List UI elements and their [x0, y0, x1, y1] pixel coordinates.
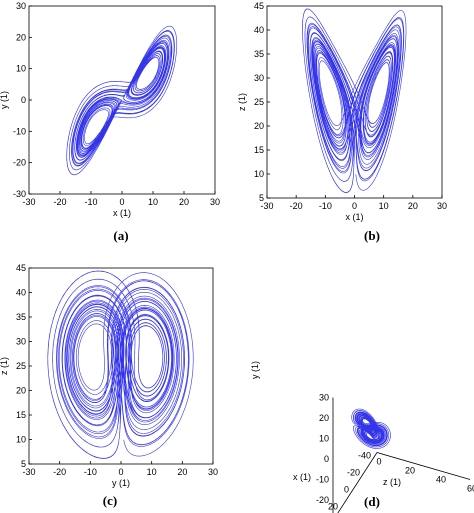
y-tick-label-b: 10	[254, 169, 264, 179]
y-tick-label-b: 30	[254, 73, 264, 83]
plot-frame-a	[29, 6, 215, 194]
x-tick-label-d: -40	[358, 451, 371, 461]
trajectory-series-b	[302, 9, 406, 193]
y-tick-label-d: -10	[316, 475, 329, 485]
y-tick-label-b: 25	[254, 97, 264, 107]
x-tick-label-c: 30	[208, 467, 218, 477]
y-tick-label-d: 10	[319, 434, 329, 444]
x-axis-label-d: x (1)	[293, 472, 311, 482]
y-tick-label-b: 20	[254, 121, 264, 131]
y-tick-label-c: 25	[16, 361, 26, 371]
y-tick-label-a: -30	[13, 189, 26, 199]
z-tick-label-d: 20	[405, 466, 415, 476]
y-tick-label-c: 20	[16, 386, 26, 396]
caption-a: (a)	[113, 228, 128, 243]
caption-b: (b)	[364, 228, 380, 243]
y-tick-label-b: 45	[254, 1, 264, 11]
y-tick-label-a: 30	[16, 1, 26, 11]
x-tick-label-a: 20	[179, 197, 189, 207]
x-ticks-b: -30 -20 -10 0 10 20 30	[260, 195, 447, 211]
y-tick-label-d: 0	[324, 454, 329, 464]
x-tick-label-c: -20	[53, 467, 66, 477]
y-tick-label-a: 0	[21, 95, 26, 105]
x-tick-label-a: -20	[53, 197, 66, 207]
y-tick-label-d: 20	[319, 413, 329, 423]
x-tick-label-c: 10	[147, 467, 157, 477]
caption-c: (c)	[103, 493, 117, 508]
z-tick-label-d: 0	[376, 457, 381, 467]
x-tick-label-d: 0	[344, 485, 349, 495]
caption-d: (d)	[364, 494, 380, 509]
y-tick-label-c: 30	[16, 337, 26, 347]
x-tick-label-c: 0	[118, 467, 123, 477]
y-tick-label-a: -20	[13, 158, 26, 168]
x-axis-label-a: x (1)	[113, 208, 131, 218]
y-tick-label-b: 35	[254, 49, 264, 59]
x-axis-label-b: x (1)	[346, 212, 364, 222]
x-tick-label-c: 20	[177, 467, 187, 477]
y-tick-label-c: 40	[16, 288, 26, 298]
x-tick-label-b: 30	[437, 201, 447, 211]
z-tick-label-d: 60	[467, 484, 474, 494]
x-tick-label-b: 10	[379, 201, 389, 211]
y-ticks-c: 5 10 15 20 25 30 35 40 45	[16, 263, 32, 469]
y-tick-label-b: 5	[259, 193, 264, 203]
x-tick-label-a: -10	[84, 197, 97, 207]
y-axis-label-a: y (1)	[0, 91, 9, 109]
y-tick-label-a: 20	[16, 32, 26, 42]
y-tick-label-a: 10	[16, 64, 26, 74]
x-tick-label-b: 0	[352, 201, 357, 211]
x-tick-label-a: 10	[148, 197, 158, 207]
y-tick-label-a: -10	[13, 126, 26, 136]
z-axis-label-d: z (1)	[383, 477, 401, 487]
y-tick-label-d: 30	[319, 393, 329, 403]
x-tick-label-d: -20	[347, 468, 360, 478]
z-axis-line-d	[377, 453, 470, 480]
y-tick-label-c: 10	[16, 435, 26, 445]
trajectory-series-d	[352, 409, 391, 449]
x-tick-label-a: 30	[210, 197, 220, 207]
z-tick-label-d: 40	[436, 475, 446, 485]
y-tick-label-c: 35	[16, 312, 26, 322]
y-axis-label-d: y (1)	[250, 361, 260, 379]
y-tick-label-b: 15	[254, 145, 264, 155]
y-tick-label-c: 45	[16, 263, 26, 273]
x-tick-label-d: 20	[328, 502, 338, 512]
y-ticks-b: 5 10 15 20 25 30 35 40 45	[254, 1, 270, 203]
trajectory-series-c	[48, 271, 193, 459]
x-axis-label-c: y (1)	[112, 478, 130, 488]
y-axis-label-b: z (1)	[237, 93, 247, 111]
x-tick-label-a: 0	[119, 197, 124, 207]
x-tick-label-b: -20	[290, 201, 303, 211]
x-tick-label-c: -10	[84, 467, 97, 477]
x-ticks-a: -30 -20 -10 0 10 20 30	[22, 191, 220, 207]
y-axis-label-c: z (1)	[0, 357, 9, 375]
x-tick-label-b: -10	[319, 201, 332, 211]
x-tick-label-b: 20	[408, 201, 418, 211]
y-tick-label-c: 15	[16, 410, 26, 420]
trajectory-series-a	[67, 26, 177, 175]
y-tick-label-c: 5	[21, 459, 26, 469]
y-tick-label-b: 40	[254, 25, 264, 35]
x-ticks-c: -30 -20 -10 0 10 20 30	[22, 461, 218, 477]
